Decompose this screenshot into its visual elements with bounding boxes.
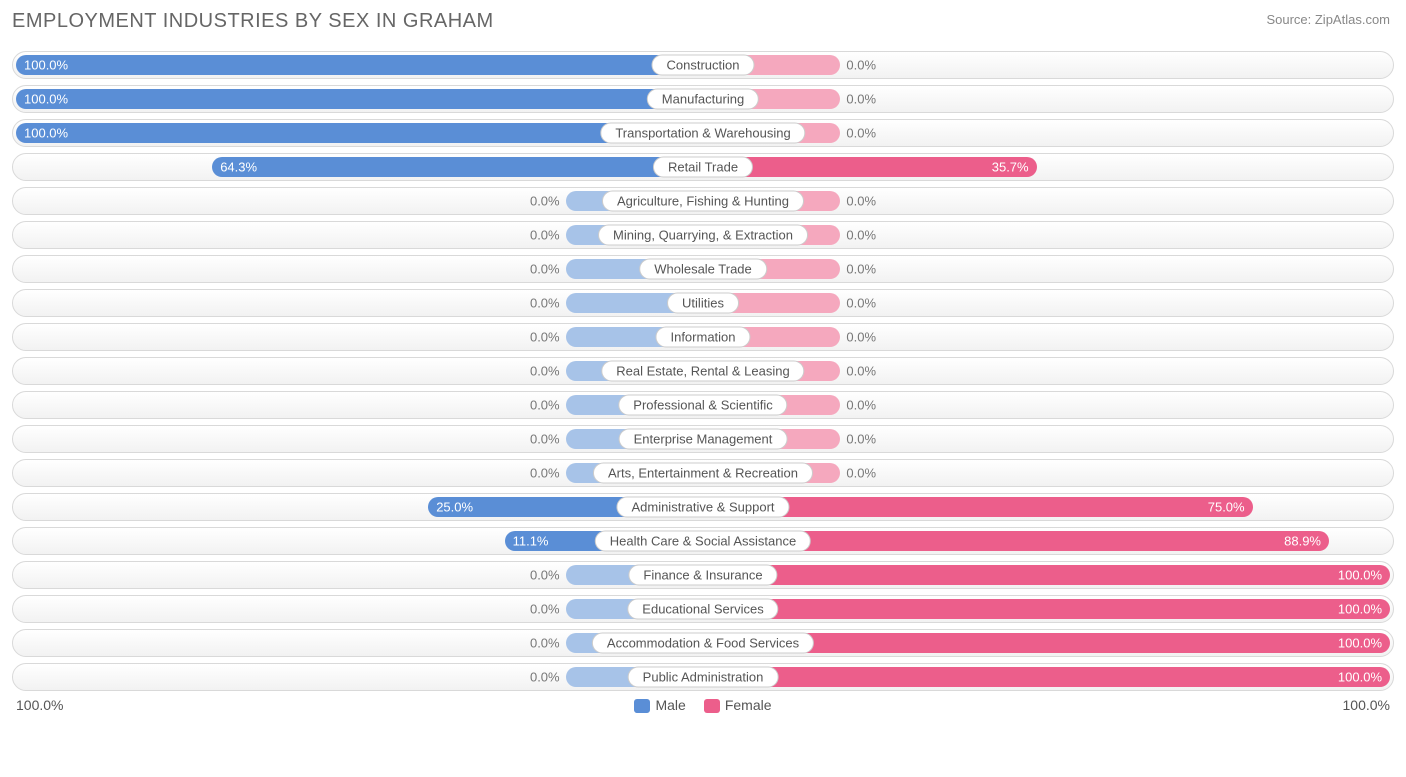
- legend-swatch: [634, 699, 650, 713]
- category-label: Accommodation & Food Services: [592, 633, 814, 654]
- chart-row: 0.0% 0.0% Agriculture, Fishing & Hunting: [12, 187, 1394, 215]
- category-label: Information: [655, 327, 750, 348]
- chart-row: 0.0% 0.0% Enterprise Management: [12, 425, 1394, 453]
- legend-item: Male: [634, 697, 685, 713]
- chart-footer: 100.0% Male Female 100.0%: [12, 697, 1394, 713]
- chart-row: 0.0% 0.0% Real Estate, Rental & Leasing: [12, 357, 1394, 385]
- male-value: 100.0%: [24, 92, 68, 107]
- chart-row: 64.3% 35.7% Retail Trade: [12, 153, 1394, 181]
- chart-row: 0.0% 100.0% Finance & Insurance: [12, 561, 1394, 589]
- male-value: 11.1%: [513, 534, 549, 549]
- female-value: 0.0%: [846, 296, 876, 311]
- male-value: 0.0%: [530, 398, 560, 413]
- male-value: 0.0%: [530, 262, 560, 277]
- chart-row: 0.0% 0.0% Wholesale Trade: [12, 255, 1394, 283]
- chart-row: 100.0% 0.0% Manufacturing: [12, 85, 1394, 113]
- chart-row: 0.0% 100.0% Public Administration: [12, 663, 1394, 691]
- male-value: 64.3%: [220, 160, 257, 175]
- category-label: Professional & Scientific: [618, 395, 787, 416]
- category-label: Educational Services: [627, 599, 778, 620]
- female-value: 100.0%: [1338, 636, 1382, 651]
- category-label: Real Estate, Rental & Leasing: [601, 361, 804, 382]
- female-value: 88.9%: [1284, 534, 1321, 549]
- female-value: 100.0%: [1338, 670, 1382, 685]
- male-bar: [212, 157, 703, 177]
- male-value: 0.0%: [530, 194, 560, 209]
- female-value: 0.0%: [846, 126, 876, 141]
- male-value: 0.0%: [530, 670, 560, 685]
- source-attribution: Source: ZipAtlas.com: [1266, 12, 1390, 27]
- category-label: Utilities: [667, 293, 739, 314]
- chart-row: 0.0% 0.0% Utilities: [12, 289, 1394, 317]
- female-value: 0.0%: [846, 398, 876, 413]
- category-label: Administrative & Support: [616, 497, 789, 518]
- male-value: 0.0%: [530, 602, 560, 617]
- female-bar: [703, 599, 1390, 619]
- category-label: Agriculture, Fishing & Hunting: [602, 191, 804, 212]
- axis-left-max: 100.0%: [16, 697, 63, 713]
- legend-item: Female: [704, 697, 772, 713]
- female-value: 0.0%: [846, 92, 876, 107]
- category-label: Finance & Insurance: [628, 565, 777, 586]
- male-bar: [16, 55, 703, 75]
- diverging-bar-chart: 100.0% 0.0% Construction 100.0% 0.0% Manufact…: [12, 51, 1394, 691]
- legend: Male Female: [634, 697, 771, 713]
- male-value: 25.0%: [436, 500, 473, 515]
- female-value: 100.0%: [1338, 568, 1382, 583]
- category-label: Manufacturing: [647, 89, 759, 110]
- category-label: Health Care & Social Assistance: [595, 531, 811, 552]
- male-value: 100.0%: [24, 58, 68, 73]
- female-bar: [703, 667, 1390, 687]
- category-label: Wholesale Trade: [639, 259, 767, 280]
- female-value: 0.0%: [846, 432, 876, 447]
- chart-row: 25.0% 75.0% Administrative & Support: [12, 493, 1394, 521]
- chart-row: 0.0% 100.0% Educational Services: [12, 595, 1394, 623]
- axis-right-max: 100.0%: [1343, 697, 1390, 713]
- chart-row: 100.0% 0.0% Transportation & Warehousing: [12, 119, 1394, 147]
- female-bar: [703, 157, 1037, 177]
- female-value: 0.0%: [846, 228, 876, 243]
- female-value: 75.0%: [1208, 500, 1245, 515]
- chart-title: EMPLOYMENT INDUSTRIES BY SEX IN GRAHAM: [12, 10, 1394, 33]
- female-bar: [703, 565, 1390, 585]
- category-label: Mining, Quarrying, & Extraction: [598, 225, 808, 246]
- female-value: 0.0%: [846, 262, 876, 277]
- chart-row: 0.0% 0.0% Mining, Quarrying, & Extraction: [12, 221, 1394, 249]
- legend-swatch: [704, 699, 720, 713]
- male-value: 0.0%: [530, 228, 560, 243]
- female-value: 0.0%: [846, 364, 876, 379]
- chart-row: 11.1% 88.9% Health Care & Social Assistanc…: [12, 527, 1394, 555]
- male-value: 0.0%: [530, 296, 560, 311]
- chart-row: 100.0% 0.0% Construction: [12, 51, 1394, 79]
- female-value: 0.0%: [846, 330, 876, 345]
- female-value: 100.0%: [1338, 602, 1382, 617]
- category-label: Arts, Entertainment & Recreation: [593, 463, 813, 484]
- category-label: Public Administration: [628, 667, 779, 688]
- chart-row: 0.0% 100.0% Accommodation & Food Services: [12, 629, 1394, 657]
- male-value: 0.0%: [530, 330, 560, 345]
- male-value: 0.0%: [530, 568, 560, 583]
- female-value: 0.0%: [846, 466, 876, 481]
- chart-row: 0.0% 0.0% Information: [12, 323, 1394, 351]
- category-label: Retail Trade: [653, 157, 753, 178]
- chart-row: 0.0% 0.0% Professional & Scientific: [12, 391, 1394, 419]
- male-value: 100.0%: [24, 126, 68, 141]
- chart-row: 0.0% 0.0% Arts, Entertainment & Recreation: [12, 459, 1394, 487]
- female-value: 35.7%: [992, 160, 1029, 175]
- male-value: 0.0%: [530, 466, 560, 481]
- legend-label: Female: [725, 697, 772, 713]
- female-value: 0.0%: [846, 194, 876, 209]
- male-value: 0.0%: [530, 636, 560, 651]
- male-bar: [16, 89, 703, 109]
- male-value: 0.0%: [530, 432, 560, 447]
- male-value: 0.0%: [530, 364, 560, 379]
- category-label: Construction: [652, 55, 755, 76]
- female-value: 0.0%: [846, 58, 876, 73]
- legend-label: Male: [655, 697, 685, 713]
- category-label: Enterprise Management: [619, 429, 788, 450]
- category-label: Transportation & Warehousing: [600, 123, 805, 144]
